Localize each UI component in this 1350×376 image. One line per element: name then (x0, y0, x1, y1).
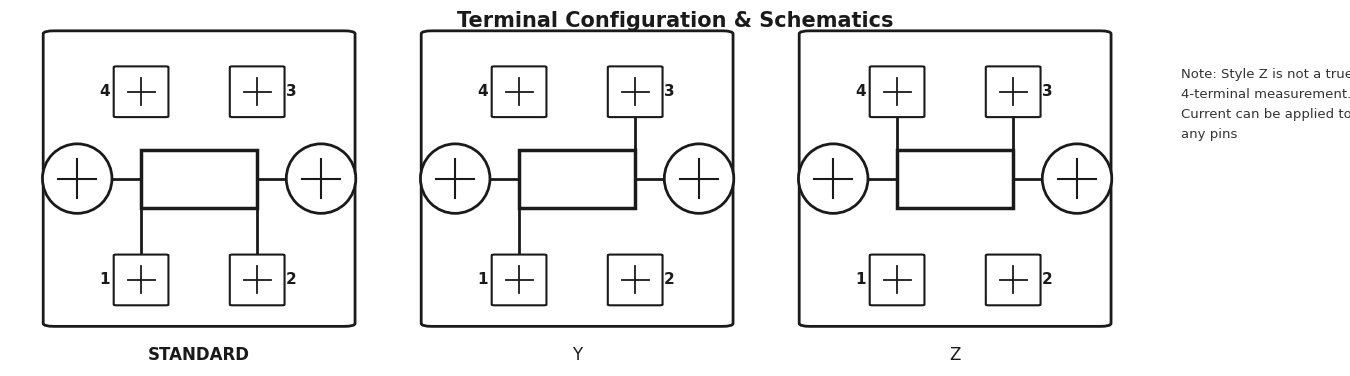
Text: 2: 2 (664, 273, 675, 287)
Text: Note: Style Z is not a true
4-terminal measurement.
Current can be applied to
an: Note: Style Z is not a true 4-terminal m… (1181, 68, 1350, 141)
FancyBboxPatch shape (799, 31, 1111, 326)
Text: 2: 2 (286, 273, 297, 287)
FancyBboxPatch shape (869, 67, 925, 117)
Text: Terminal Configuration & Schematics: Terminal Configuration & Schematics (456, 11, 894, 31)
Ellipse shape (42, 144, 112, 213)
Text: 1: 1 (99, 273, 109, 287)
FancyBboxPatch shape (113, 255, 169, 305)
Text: 4: 4 (855, 84, 865, 99)
FancyBboxPatch shape (230, 67, 285, 117)
FancyBboxPatch shape (43, 31, 355, 326)
Text: Z: Z (949, 346, 961, 364)
Bar (142, 150, 256, 208)
FancyBboxPatch shape (608, 255, 663, 305)
Ellipse shape (664, 144, 734, 213)
Bar (518, 150, 636, 208)
Text: 2: 2 (1042, 273, 1053, 287)
Text: 4: 4 (99, 84, 109, 99)
Text: STANDARD: STANDARD (148, 346, 250, 364)
Ellipse shape (1042, 144, 1112, 213)
FancyBboxPatch shape (869, 255, 925, 305)
Text: 3: 3 (286, 84, 297, 99)
FancyBboxPatch shape (230, 255, 285, 305)
Ellipse shape (286, 144, 356, 213)
FancyBboxPatch shape (986, 67, 1041, 117)
FancyBboxPatch shape (113, 67, 169, 117)
FancyBboxPatch shape (421, 31, 733, 326)
Text: 4: 4 (477, 84, 487, 99)
FancyBboxPatch shape (491, 255, 547, 305)
Bar (896, 150, 1012, 208)
FancyBboxPatch shape (608, 67, 663, 117)
FancyBboxPatch shape (986, 255, 1041, 305)
FancyBboxPatch shape (491, 67, 547, 117)
Ellipse shape (798, 144, 868, 213)
Text: 3: 3 (664, 84, 675, 99)
Text: Y: Y (572, 346, 582, 364)
Text: 1: 1 (477, 273, 487, 287)
Ellipse shape (420, 144, 490, 213)
Text: 3: 3 (1042, 84, 1053, 99)
Text: 1: 1 (855, 273, 865, 287)
